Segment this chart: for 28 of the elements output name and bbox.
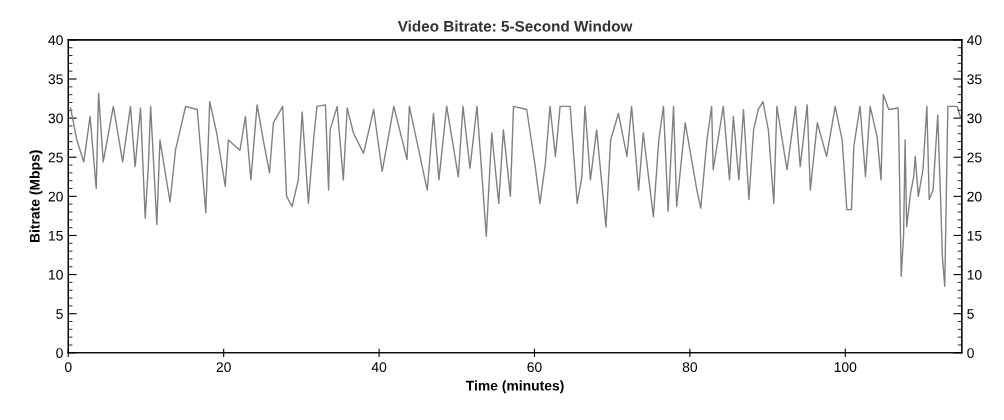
x-tick-label: 100 [834,362,857,373]
y2-tick-label: 15 [967,230,982,241]
y2-tick-label: 35 [967,74,982,85]
y2-tick-label: 25 [967,152,982,163]
y-tick-label: 40 [48,35,63,46]
x-axis-title: Time (minutes) [465,380,564,394]
y2-tick-label: 40 [967,35,982,46]
y-tick-label: 35 [48,74,63,85]
x-tick-label: 40 [371,362,387,373]
y-tick-label: 20 [48,191,63,202]
y2-tick-label: 10 [967,269,982,280]
y-tick-label: 25 [48,152,63,163]
x-tick-label: 60 [527,362,542,373]
y-tick-label: 30 [48,113,63,124]
y-tick-label: 5 [56,309,63,319]
y-tick-label: 10 [49,269,63,280]
x-tick-label: 0 [64,362,72,373]
y2-tick-label: 0 [967,348,974,358]
x-tick-label: 20 [216,362,231,373]
chart-title: Video Bitrate: 5-Second Window [397,20,633,32]
y-axis-title: Bitrate (Mbps) [29,150,43,243]
y-tick-label: 0 [56,348,63,358]
line-series [69,92,961,288]
y2-tick-label: 5 [967,309,974,319]
y2-tick-label: 20 [967,191,982,202]
x-tick-label: 80 [682,362,698,373]
y-tick-label: 15 [49,230,63,241]
y2-tick-label: 30 [967,113,982,124]
